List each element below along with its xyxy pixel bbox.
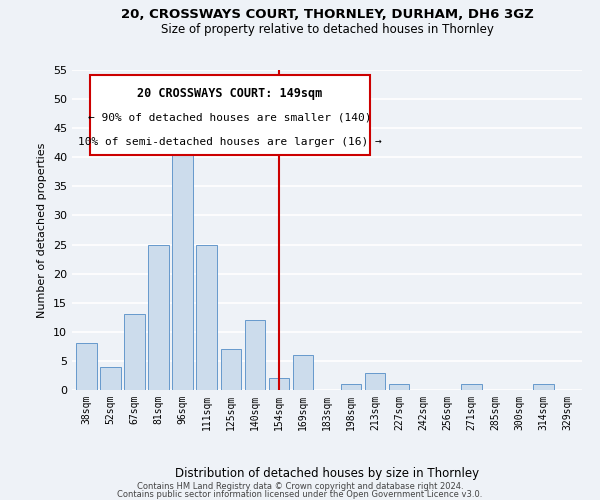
Bar [148, 244, 169, 390]
Text: Size of property relative to detached houses in Thornley: Size of property relative to detached ho… [161, 22, 493, 36]
Bar [245, 320, 265, 390]
Bar [269, 378, 289, 390]
Bar [293, 355, 313, 390]
Bar [100, 366, 121, 390]
Bar [341, 384, 361, 390]
Bar [533, 384, 554, 390]
Bar [365, 372, 385, 390]
Text: Contains HM Land Registry data © Crown copyright and database right 2024.: Contains HM Land Registry data © Crown c… [137, 482, 463, 491]
Text: 10% of semi-detached houses are larger (16) →: 10% of semi-detached houses are larger (… [78, 136, 382, 146]
Text: Distribution of detached houses by size in Thornley: Distribution of detached houses by size … [175, 467, 479, 480]
Text: 20 CROSSWAYS COURT: 149sqm: 20 CROSSWAYS COURT: 149sqm [137, 87, 323, 100]
Text: 20, CROSSWAYS COURT, THORNLEY, DURHAM, DH6 3GZ: 20, CROSSWAYS COURT, THORNLEY, DURHAM, D… [121, 8, 533, 20]
Bar [172, 122, 193, 390]
Text: ← 90% of detached houses are smaller (140): ← 90% of detached houses are smaller (14… [88, 113, 372, 123]
FancyBboxPatch shape [90, 75, 370, 155]
Bar [221, 350, 241, 390]
Bar [196, 244, 217, 390]
Bar [461, 384, 482, 390]
Text: Contains public sector information licensed under the Open Government Licence v3: Contains public sector information licen… [118, 490, 482, 499]
Bar [124, 314, 145, 390]
Bar [389, 384, 409, 390]
Bar [76, 344, 97, 390]
Y-axis label: Number of detached properties: Number of detached properties [37, 142, 47, 318]
